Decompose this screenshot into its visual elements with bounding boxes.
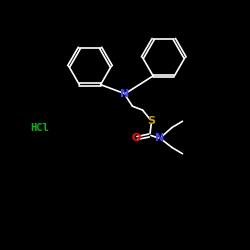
Text: N: N xyxy=(156,133,164,143)
Text: N: N xyxy=(120,89,130,99)
Text: S: S xyxy=(147,116,155,126)
Text: O: O xyxy=(132,133,141,143)
Text: HCl: HCl xyxy=(30,123,50,133)
